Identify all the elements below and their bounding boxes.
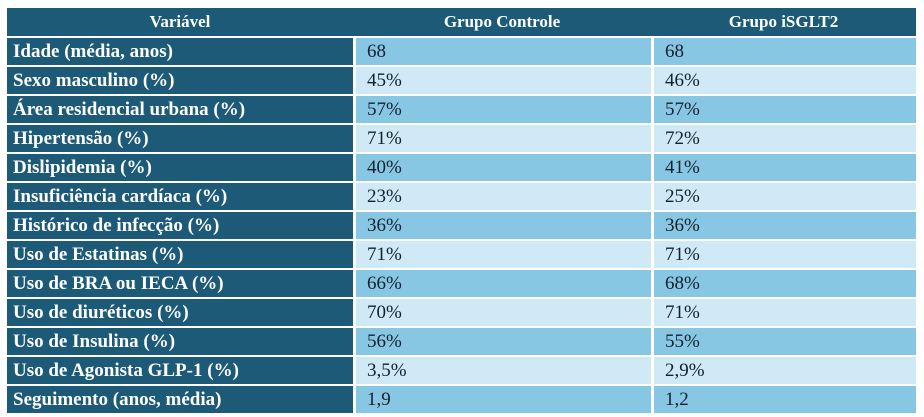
row-label: Histórico de infecção (%) bbox=[7, 212, 353, 239]
row-label: Uso de diuréticos (%) bbox=[7, 299, 353, 326]
cell-controle: 57% bbox=[353, 96, 651, 123]
row-label: Uso de Estatinas (%) bbox=[7, 241, 353, 268]
cell-isglt2: 68% bbox=[651, 270, 916, 297]
cell-controle: 36% bbox=[353, 212, 651, 239]
row-label: Idade (média, anos) bbox=[7, 38, 353, 65]
cell-isglt2: 72% bbox=[651, 125, 916, 152]
table-row: Insuficiência cardíaca (%) 23% 25% bbox=[7, 183, 916, 210]
cell-controle: 71% bbox=[353, 241, 651, 268]
row-label: Hipertensão (%) bbox=[7, 125, 353, 152]
cell-isglt2: 68 bbox=[651, 38, 916, 65]
table-row: Uso de Estatinas (%) 71% 71% bbox=[7, 241, 916, 268]
cell-controle: 71% bbox=[353, 125, 651, 152]
row-label: Uso de BRA ou IECA (%) bbox=[7, 270, 353, 297]
table-row: Seguimento (anos, média) 1,9 1,2 bbox=[7, 386, 916, 413]
table-row: Dislipidemia (%) 40% 41% bbox=[7, 154, 916, 181]
cell-isglt2: 55% bbox=[651, 328, 916, 355]
row-label: Sexo masculino (%) bbox=[7, 67, 353, 94]
row-label: Insuficiência cardíaca (%) bbox=[7, 183, 353, 210]
table-row: Uso de Agonista GLP-1 (%) 3,5% 2,9% bbox=[7, 357, 916, 384]
table-row: Sexo masculino (%) 45% 46% bbox=[7, 67, 916, 94]
cell-isglt2: 2,9% bbox=[651, 357, 916, 384]
table-row: Área residencial urbana (%) 57% 57% bbox=[7, 96, 916, 123]
cell-isglt2: 36% bbox=[651, 212, 916, 239]
baseline-characteristics-table: Variável Grupo Controle Grupo iSGLT2 Ida… bbox=[7, 8, 916, 413]
table-header-row: Variável Grupo Controle Grupo iSGLT2 bbox=[7, 8, 916, 36]
row-label: Uso de Agonista GLP-1 (%) bbox=[7, 357, 353, 384]
cell-isglt2: 25% bbox=[651, 183, 916, 210]
cell-controle: 3,5% bbox=[353, 357, 651, 384]
cell-controle: 68 bbox=[353, 38, 651, 65]
row-label: Área residencial urbana (%) bbox=[7, 96, 353, 123]
cell-isglt2: 41% bbox=[651, 154, 916, 181]
table-row: Uso de BRA ou IECA (%) 66% 68% bbox=[7, 270, 916, 297]
table-row: Histórico de infecção (%) 36% 36% bbox=[7, 212, 916, 239]
row-label: Seguimento (anos, média) bbox=[7, 386, 353, 413]
cell-isglt2: 71% bbox=[651, 241, 916, 268]
row-label: Dislipidemia (%) bbox=[7, 154, 353, 181]
table-row: Uso de diuréticos (%) 70% 71% bbox=[7, 299, 916, 326]
cell-controle: 1,9 bbox=[353, 386, 651, 413]
cell-controle: 45% bbox=[353, 67, 651, 94]
cell-controle: 70% bbox=[353, 299, 651, 326]
cell-controle: 40% bbox=[353, 154, 651, 181]
table-row: Hipertensão (%) 71% 72% bbox=[7, 125, 916, 152]
cell-isglt2: 1,2 bbox=[651, 386, 916, 413]
table-row: Idade (média, anos) 68 68 bbox=[7, 38, 916, 65]
table-row: Uso de Insulina (%) 56% 55% bbox=[7, 328, 916, 355]
row-label: Uso de Insulina (%) bbox=[7, 328, 353, 355]
cell-controle: 56% bbox=[353, 328, 651, 355]
cell-isglt2: 71% bbox=[651, 299, 916, 326]
cell-controle: 66% bbox=[353, 270, 651, 297]
column-header-variavel: Variável bbox=[7, 8, 353, 36]
column-header-grupo-controle: Grupo Controle bbox=[353, 8, 651, 36]
cell-controle: 23% bbox=[353, 183, 651, 210]
cell-isglt2: 57% bbox=[651, 96, 916, 123]
cell-isglt2: 46% bbox=[651, 67, 916, 94]
column-header-grupo-isglt2: Grupo iSGLT2 bbox=[651, 8, 916, 36]
